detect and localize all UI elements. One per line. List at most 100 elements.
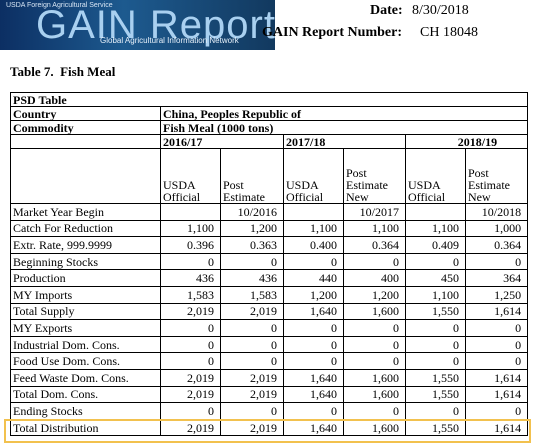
country-row: Country China, Peoples Republic of [10,106,529,121]
cell-value: 1,200 [283,285,344,304]
year: 2016/17 [160,134,284,149]
column-header: USDA Official [160,148,221,204]
column-header-line: Official [286,190,324,204]
cell-value: 0 [464,252,529,271]
column-header: USDA Official [283,148,344,204]
row-label: Production [10,269,161,287]
cell-value: 0 [464,352,529,370]
cell-value: 1,550 [405,385,466,404]
column-header-line: Estimate [468,178,510,192]
row-label: Ending Stocks [10,402,161,420]
data-row: Total Supply 2,019 2,019 1,640 1,600 1,550 1,6… [10,302,529,321]
data-row: Ending Stocks 0 0 0 0 0 0 [10,402,529,420]
column-header-row: USDA Official Post Estimate USDA Official Post… [10,148,529,204]
column-header-line: Post [468,166,489,180]
cell-value: 1,000 [464,219,529,238]
cell-value: 1,614 [464,302,529,321]
date: 8/30/2018 [412,3,469,18]
cell-value: 450 [405,269,466,287]
cell-value: 440 [283,269,344,287]
cell-value: 2,019 [160,368,221,387]
country-label: Country [10,106,161,121]
commodity: Fish Meal (1000 tons) [159,120,529,135]
cell-value: 436 [220,269,284,287]
table-body: PSD Table Country China, Peoples Republic… [9,92,529,437]
column-header: Post Estimate New [464,148,529,204]
title-row: PSD Table [9,92,529,107]
cell-value: 0 [464,319,529,337]
data-row: Beginning Stocks 0 0 0 0 0 0 [10,252,529,271]
row-label: Industrial Dom. Cons. [10,335,161,354]
cell-value: 0 [464,335,529,354]
data-row: Food Use Dom. Cons. 0 0 0 0 0 0 [10,352,529,370]
column-header: Post Estimate New [343,148,406,204]
column-header-line: New [468,190,491,204]
data-row: Catch For Reduction 1,100 1,200 1,100 1,100 1… [10,219,529,238]
cell-value: 0 [283,402,344,420]
row-label: Market Year Begin [10,203,161,221]
data-row: MY Imports 1,583 1,583 1,200 1,200 1,100 1,250 [10,285,529,304]
cell-value: 0 [283,352,344,370]
cell-value: 0 [283,319,344,337]
data-row: Market Year Begin 10/2016 10/2017 10/2018 [10,203,529,221]
data-row: MY Exports 0 0 0 0 0 0 [10,319,529,337]
blank-cell [160,203,221,221]
cell-value: 0 [405,319,466,337]
column-header-line: Post [223,178,244,192]
cell-value: 0 [405,335,466,354]
data-row: Total Distribution 2,019 2,019 1,640 1,600 1,… [10,418,529,437]
cell-value: 1,600 [343,385,406,404]
column-header-line: Estimate [223,190,265,204]
cell-value: 1,640 [283,385,344,404]
cell-value: 0 [160,252,221,271]
cell-value: 0 [405,352,466,370]
row-label: Catch For Reduction [10,219,161,238]
commodity-label: Commodity [10,120,161,135]
column-header-line: Post [346,166,367,180]
year: 2017/18 [283,134,406,149]
column-header: USDA Official [405,148,466,204]
cell-value: 364 [464,269,529,287]
cell-value: 0 [220,319,284,337]
data-row: Extr. Rate, 999.9999 0.396 0.363 0.400 0.364… [10,236,529,254]
logo-name: GAIN Report [36,3,275,47]
year: 2018/19 [404,134,529,149]
cell-value: 1,100 [405,219,466,238]
cell-value: 1,100 [343,219,406,238]
report-number-label: GAIN Report Number: [262,25,402,40]
blank-cell [10,134,161,149]
cell-value: 0 [343,335,406,354]
year-row: 2016/17 2017/18 2018/19 [10,134,529,149]
cell-value: 0 [343,319,406,337]
cell-value: 0 [220,352,284,370]
blank-cell [283,203,344,221]
cell-value: 0 [464,402,529,420]
cell-value: 1,614 [464,368,529,387]
cell-value: 0 [283,335,344,354]
cell-value: 2,019 [220,302,284,321]
cell-value: 2,019 [220,368,284,387]
row-label: Total Dom. Cons. [10,385,161,404]
cell-value: 10/2017 [343,203,406,221]
cell-value: 0 [160,319,221,337]
cell-value: 1,600 [343,368,406,387]
cell-value: 1,550 [405,368,466,387]
cell-value: 0.364 [464,236,529,254]
cell-value: 0 [220,335,284,354]
table-heading: PSD Table [9,92,529,107]
cell-value: 0 [160,402,221,420]
cell-value: 0.400 [283,236,344,254]
cell-value: 1,614 [464,385,529,404]
cell-value: 1,200 [343,285,406,304]
cell-value: 1,100 [405,285,466,304]
row-label: Total Supply [10,302,161,321]
cell-value: 1,640 [283,302,344,321]
cell-value: 0.409 [405,236,466,254]
column-header-line: Official [408,190,446,204]
logo-agency: USDA Foreign Agricultural Service [6,2,113,9]
highlight-box [4,419,531,443]
cell-value: 0 [283,252,344,271]
row-label: Beginning Stocks [10,252,161,271]
cell-value: 1,640 [283,368,344,387]
